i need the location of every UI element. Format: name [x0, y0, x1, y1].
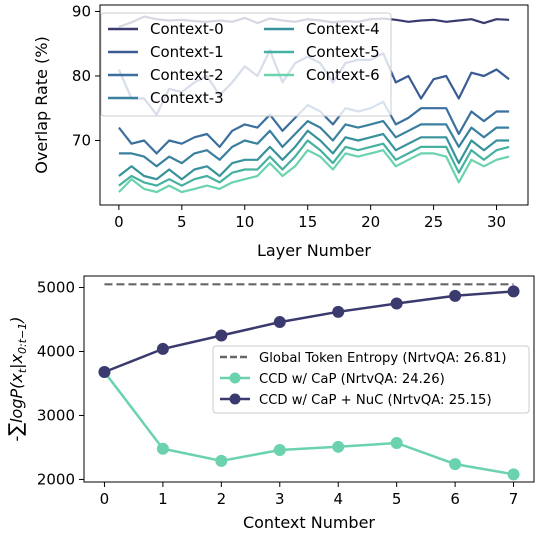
legend-box	[100, 12, 392, 117]
chart2-plot-frame	[83, 275, 535, 483]
y-tick-label: 90	[72, 2, 91, 20]
x-tick-label: 5	[392, 490, 402, 508]
chart1-ticks: 0 5 10 15 20 25 30 70 80 90	[72, 2, 506, 231]
y-tick-label: 80	[72, 67, 91, 85]
chart2-y-axis-label: -∑logP(xt|x0:t−1)	[5, 316, 29, 441]
legend-label: Context-2	[150, 66, 224, 84]
x-tick-label: 30	[487, 213, 506, 231]
legend-label: CCD w/ CaP + NuC (NrtvQA: 25.15)	[259, 393, 492, 408]
series-line-context-6	[118, 149, 510, 194]
data-point	[390, 297, 403, 310]
data-point	[98, 365, 111, 378]
y-tick-label: 4000	[37, 342, 75, 360]
legend-label: Context-4	[306, 20, 380, 38]
data-point	[215, 329, 228, 342]
legend-label: Context-6	[306, 66, 380, 84]
data-point	[332, 440, 345, 453]
x-tick-label: 10	[235, 213, 254, 231]
series-line-ccd-cap	[103, 371, 514, 476]
chart1-x-axis-label: Layer Number	[257, 241, 371, 260]
chart2-ticks: 0 1 2 3 4 5 6 7 2000 3000 4000 5000	[37, 279, 519, 508]
data-point	[449, 458, 462, 471]
data-point	[273, 316, 286, 329]
x-tick-label: 2	[217, 490, 227, 508]
chart2-series-lines	[98, 283, 520, 481]
x-tick-label: 7	[509, 490, 519, 508]
data-point	[273, 444, 286, 457]
x-tick-label: 15	[298, 213, 317, 231]
legend-label: Context-1	[150, 43, 224, 61]
data-point	[215, 454, 228, 467]
series-line-context-4	[118, 129, 510, 181]
x-tick-label: 0	[100, 490, 110, 508]
y-tick-label: 5000	[37, 279, 75, 297]
data-point	[507, 285, 520, 298]
series-line-context-5	[118, 139, 510, 187]
data-point	[449, 289, 462, 302]
x-tick-label: 3	[275, 490, 285, 508]
series-line-ccd-cap-nuc	[104, 290, 514, 374]
x-tick-label: 0	[114, 213, 124, 231]
data-point	[156, 342, 169, 355]
data-point	[156, 442, 169, 455]
data-point	[390, 436, 403, 449]
legend-marker	[229, 372, 241, 384]
y-tick-label: 2000	[37, 470, 75, 488]
legend-label: Context-5	[306, 43, 380, 61]
data-point	[507, 468, 520, 481]
legend-box	[212, 345, 530, 414]
chart1-legend: Context-0 Context-1 Context-2 Context-3 Cont…	[100, 12, 392, 117]
legend-label: Context-0	[150, 20, 224, 38]
x-tick-label: 5	[177, 213, 187, 231]
x-tick-label: 25	[424, 213, 443, 231]
y-tick-label: 70	[72, 131, 91, 149]
chart2-x-axis-label: Context Number	[243, 513, 375, 532]
legend-label: Context-3	[150, 89, 224, 107]
data-point	[332, 305, 345, 318]
legend-label: CCD w/ CaP (NrtvQA: 24.26)	[259, 372, 445, 387]
chart2-legend: Global Token Entropy (NrtvQA: 26.81) CCD …	[212, 345, 530, 414]
chart1-plot-frame	[99, 4, 529, 206]
chart-overlap-rate: 0 5 10 15 20 25 30 70 80 90 Layer Number Overlap …	[32, 2, 529, 260]
x-tick-label: 4	[333, 490, 343, 508]
x-tick-label: 1	[158, 490, 168, 508]
chart1-y-axis-label: Overlap Rate (%)	[32, 36, 51, 173]
legend-marker	[229, 393, 241, 405]
series-line-context-3	[118, 119, 510, 168]
legend-label: Global Token Entropy (NrtvQA: 26.81)	[259, 351, 507, 366]
x-tick-label: 6	[450, 490, 460, 508]
y-tick-label: 3000	[37, 406, 75, 424]
x-tick-label: 20	[361, 213, 380, 231]
